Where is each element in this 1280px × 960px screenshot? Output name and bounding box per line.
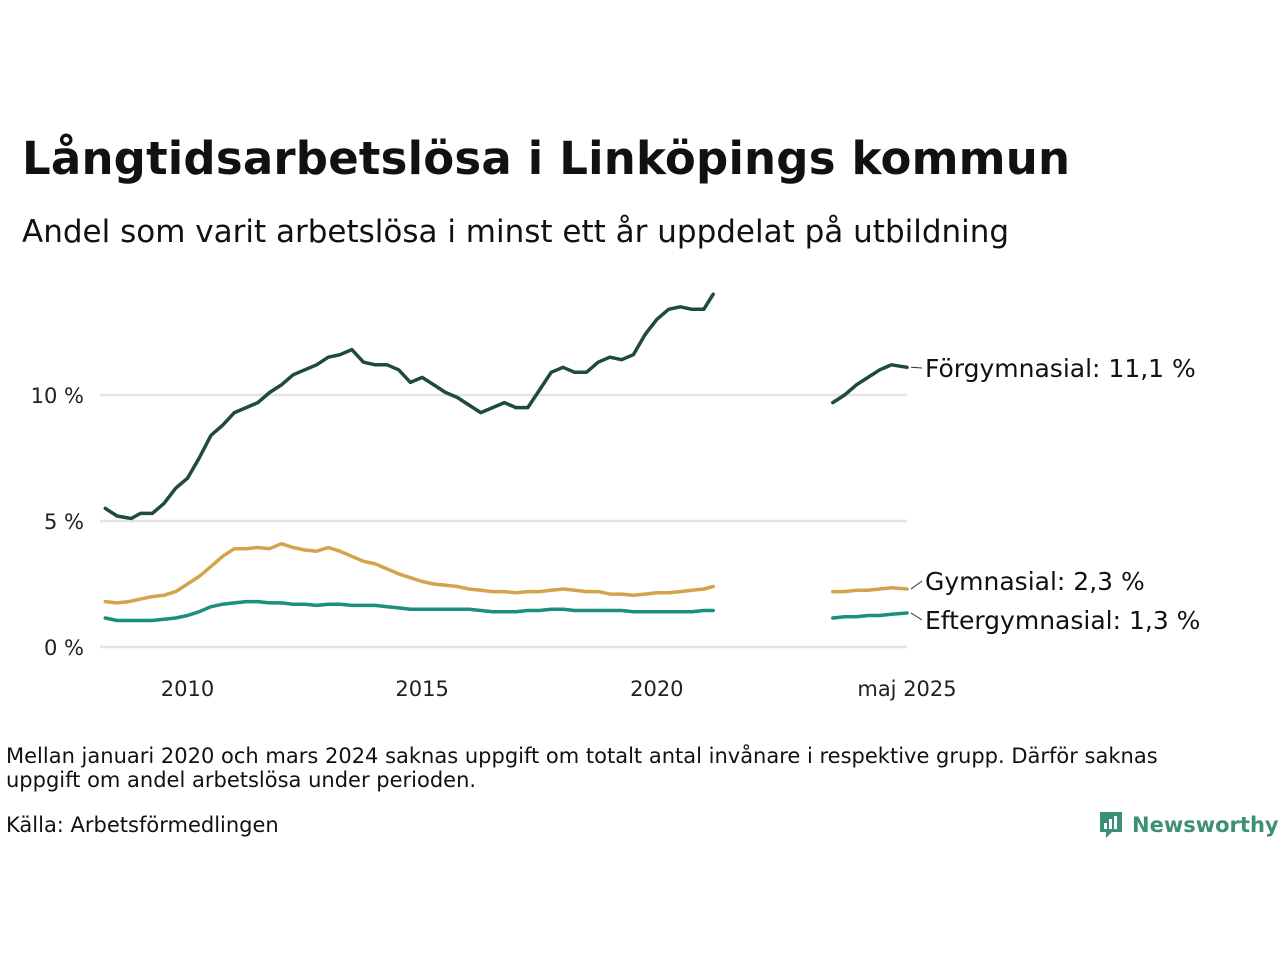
newsworthy-logo-text: Newsworthy — [1132, 813, 1279, 837]
x-tick-label: 2010 — [161, 677, 214, 701]
series-end-label: Förgymnasial: 11,1 % — [925, 354, 1196, 383]
footnote: Mellan januari 2020 och mars 2024 saknas… — [6, 744, 1158, 792]
series-line-förgymnasial — [103, 292, 715, 521]
chart-title: Långtidsarbetslösa i Linköpings kommun — [22, 132, 1071, 185]
x-axis-ticks: 2010 2015 2020 maj 2025 — [161, 677, 957, 701]
grid-lines — [100, 393, 907, 649]
chart-subtitle: Andel som varit arbetslösa i minst ett å… — [22, 214, 1010, 250]
series-lines — [103, 292, 909, 623]
line-chart: 0 % 5 % 10 % 2010 2015 2020 maj 2025 Förgymna… — [31, 292, 1200, 701]
label-leader — [910, 366, 923, 369]
x-tick-label: 2015 — [395, 677, 448, 701]
series-line-förgymnasial — [831, 363, 909, 405]
series-end-label: Gymnasial: 2,3 % — [925, 567, 1145, 596]
series-end-labels: Förgymnasial: 11,1 % Gymnasial: 2,3 % Efte… — [910, 354, 1200, 635]
series-line-eftergymnasial — [831, 611, 909, 620]
source-text: Källa: Arbetsförmedlingen — [6, 813, 279, 837]
newsworthy-logo-icon — [1100, 812, 1122, 838]
series-line-gymnasial — [831, 586, 909, 594]
newsworthy-logo: Newsworthy — [1098, 808, 1279, 842]
series-line-gymnasial — [103, 541, 715, 605]
x-tick-label: 2020 — [630, 677, 683, 701]
y-tick-label: 5 % — [44, 510, 84, 534]
series-line-eftergymnasial — [103, 599, 715, 623]
y-axis-ticks: 0 % 5 % 10 % — [31, 384, 84, 660]
y-tick-label: 10 % — [31, 384, 84, 408]
series-end-label: Eftergymnasial: 1,3 % — [925, 606, 1200, 635]
label-leader — [910, 580, 923, 590]
x-tick-label: maj 2025 — [857, 677, 956, 701]
label-leader — [910, 612, 923, 621]
y-tick-label: 0 % — [44, 636, 84, 660]
